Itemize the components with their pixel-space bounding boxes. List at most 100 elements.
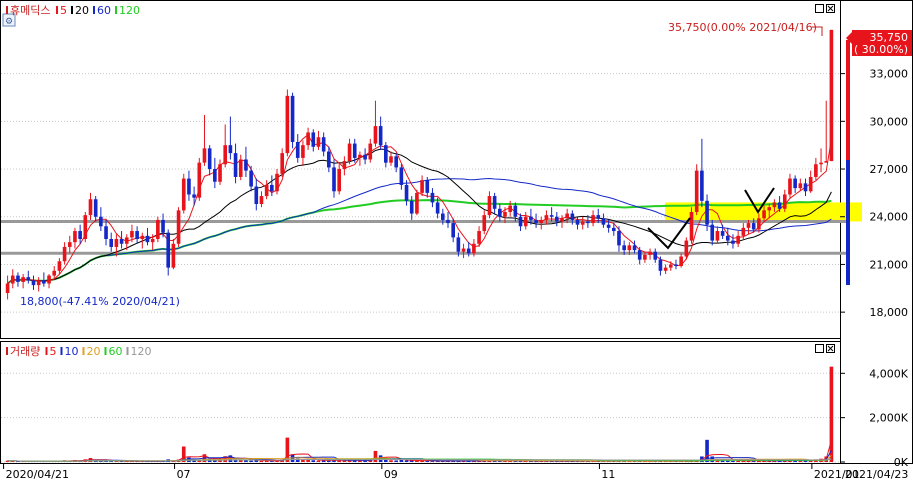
candle-body [171,243,176,268]
candle-body [611,227,616,232]
volume-bar [508,460,512,462]
volume-bar [31,461,36,463]
candle-body [824,161,829,163]
legend-swatch [60,347,63,355]
candle-body [425,180,430,193]
volume-bar [26,461,31,462]
volume-bar [264,461,269,462]
current-price-value: 35,750 [870,31,909,44]
candle-body [26,277,31,281]
candle-body [788,178,792,195]
candle-body [482,215,487,232]
price-y-axis: 18,000 21,000 24,000 27,000 30,000 33,000 [840,68,909,319]
candle-body [145,235,150,243]
volume-bar [700,456,704,462]
candle-body [591,215,595,224]
candle-body [228,145,233,154]
candle-body [161,219,165,233]
volume-bar [249,460,253,462]
candle-body [21,277,25,282]
volume-bar [389,460,393,462]
candle-body [803,183,808,192]
volume-bar [119,461,124,462]
check-mark-2 [744,187,775,214]
candle-body [275,173,279,192]
volume-bar [803,460,808,462]
volume-bar [705,439,709,462]
candle-body [244,159,248,171]
volume-bar [492,460,497,462]
check-mark-1 [647,217,691,250]
volume-bar [358,460,362,462]
candle-body [606,224,611,228]
maximize-icon[interactable] [815,4,824,13]
high-annotation-leader [812,26,823,36]
candle-body [16,275,20,282]
candle-body [176,210,181,244]
volume-bar [456,461,461,462]
candle-body [586,221,590,224]
candle-body [166,232,171,268]
candle-body [233,153,238,177]
axis-down-range-bar [846,160,850,285]
candle-body [477,231,481,244]
ma5-line [7,133,832,284]
volume-bar [725,460,730,462]
candle-body [311,132,316,147]
candle-body [119,238,124,244]
candle-body [290,95,295,142]
candle-body [249,170,253,187]
price-tick-label: 33,000 [870,68,909,81]
candle-body [306,132,310,146]
volume-bar [342,460,347,462]
maximize-icon[interactable] [815,344,824,353]
candle-body [725,235,730,241]
candle-body [518,216,523,227]
candle-body [751,223,756,230]
volume-bar [415,460,419,462]
candle-body [373,126,378,144]
candle-body [746,223,751,228]
volume-bar [233,459,238,462]
volume-bar [238,460,243,462]
candle-body [295,141,300,158]
candlestick-series [5,29,834,300]
candle-body [451,223,455,238]
volume-panel-window-controls[interactable] [815,344,835,353]
volume-bar [368,460,373,462]
candle-body [497,208,502,217]
candle-body [829,29,834,162]
volume-bar [218,459,222,462]
candle-body [658,259,663,271]
svg-text:⚙: ⚙ [5,17,13,27]
volume-bar [270,461,274,462]
candle-body [674,264,678,267]
volume-bar [347,459,352,462]
candle-body [430,192,435,203]
candle-body [580,221,585,225]
legend-label: 5 [50,345,57,358]
candle-body [368,143,373,160]
candle-body [156,219,160,239]
candle-body [808,176,813,192]
price-panel-window-controls[interactable] [815,4,835,13]
candle-body [689,211,694,241]
candle-body [637,250,642,260]
candle-body [213,169,217,182]
candle-body [814,164,818,177]
volume-bar [404,460,409,462]
candle-body [47,275,51,284]
candle-body [487,196,492,216]
candle-body [513,205,518,217]
price-tick-label: 18,000 [870,306,909,319]
candle-body [223,145,228,165]
candle-body [560,218,564,222]
candle-body [767,207,772,211]
volume-bar [720,460,725,462]
volume-bar [808,460,813,462]
gear-icon[interactable]: ⚙ [2,13,16,27]
candle-body [492,196,497,209]
candle-body [36,280,41,286]
